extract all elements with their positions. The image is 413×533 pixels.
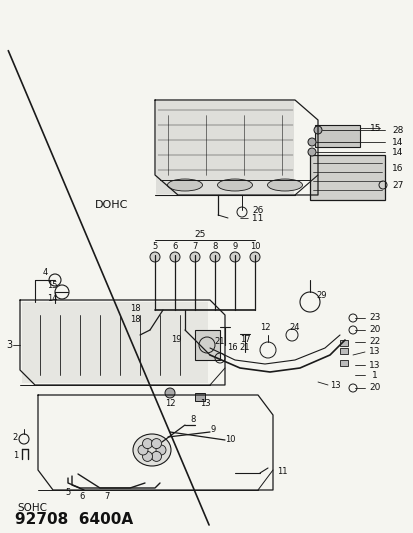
Text: 21: 21 — [239, 343, 249, 352]
Circle shape — [307, 138, 315, 146]
Text: 18: 18 — [129, 303, 140, 312]
Text: — 11: — 11 — [240, 214, 263, 222]
Text: 15: 15 — [47, 280, 57, 289]
Text: 25: 25 — [194, 230, 205, 238]
Circle shape — [151, 439, 161, 449]
Circle shape — [249, 252, 259, 262]
Text: 14: 14 — [391, 148, 402, 157]
Text: 14: 14 — [391, 138, 402, 147]
Text: DOHC: DOHC — [95, 200, 128, 210]
Text: 3: 3 — [6, 340, 12, 350]
Circle shape — [138, 445, 147, 455]
Text: 19: 19 — [171, 335, 182, 344]
Text: 15: 15 — [369, 124, 380, 133]
Text: 6: 6 — [172, 241, 177, 251]
Text: 5: 5 — [152, 241, 157, 251]
Circle shape — [230, 252, 240, 262]
Text: 16: 16 — [226, 343, 237, 352]
Ellipse shape — [133, 434, 171, 466]
Text: 13: 13 — [368, 360, 380, 369]
Circle shape — [156, 445, 166, 455]
Bar — [309, 155, 384, 200]
Circle shape — [170, 252, 180, 262]
Bar — [195, 393, 204, 401]
Text: 20: 20 — [368, 326, 380, 335]
Bar — [314, 125, 359, 147]
Text: 13: 13 — [368, 348, 380, 357]
Text: SOHC: SOHC — [17, 503, 47, 513]
Circle shape — [190, 252, 199, 262]
Text: 92708  6400A: 92708 6400A — [15, 513, 133, 528]
Text: 1: 1 — [13, 451, 18, 461]
Circle shape — [209, 252, 219, 262]
Ellipse shape — [167, 179, 202, 191]
Text: 11: 11 — [276, 467, 287, 477]
Text: 27: 27 — [391, 181, 402, 190]
Text: 7: 7 — [104, 492, 109, 502]
Text: 8: 8 — [212, 241, 217, 251]
Text: 12: 12 — [259, 324, 270, 333]
Text: 2: 2 — [13, 432, 18, 441]
Circle shape — [142, 451, 152, 462]
Text: 22: 22 — [368, 337, 380, 346]
Text: 13: 13 — [329, 381, 339, 390]
Circle shape — [313, 126, 321, 134]
Ellipse shape — [267, 179, 302, 191]
Text: 9: 9 — [232, 241, 237, 251]
Text: 10: 10 — [249, 241, 260, 251]
Text: 23: 23 — [368, 313, 380, 322]
Polygon shape — [22, 302, 207, 383]
Polygon shape — [156, 101, 293, 194]
Text: 8: 8 — [190, 416, 195, 424]
Text: 21: 21 — [214, 337, 225, 346]
Circle shape — [151, 451, 161, 462]
Text: 12: 12 — [164, 399, 175, 408]
Text: 4: 4 — [42, 268, 47, 277]
Text: 29: 29 — [316, 290, 326, 300]
Text: 13: 13 — [199, 399, 210, 408]
Text: 6: 6 — [79, 492, 85, 502]
Circle shape — [150, 252, 159, 262]
Text: 17: 17 — [240, 335, 250, 344]
Text: 1: 1 — [371, 370, 377, 379]
Text: 10: 10 — [224, 435, 235, 445]
Circle shape — [307, 148, 315, 156]
Text: 16: 16 — [391, 164, 403, 173]
Text: 5: 5 — [65, 489, 71, 497]
Text: 7: 7 — [192, 241, 197, 251]
Text: 20: 20 — [368, 384, 380, 392]
Bar — [339, 348, 347, 354]
Text: 24: 24 — [289, 324, 299, 333]
Bar — [339, 340, 347, 346]
Circle shape — [142, 439, 152, 449]
Text: 14: 14 — [47, 294, 57, 303]
Text: 9: 9 — [210, 425, 215, 434]
Text: 26: 26 — [252, 206, 263, 214]
Text: 18: 18 — [129, 316, 140, 325]
Bar — [195, 330, 219, 360]
Circle shape — [165, 388, 175, 398]
Ellipse shape — [217, 179, 252, 191]
Text: 28: 28 — [391, 125, 402, 134]
Bar — [339, 360, 347, 366]
